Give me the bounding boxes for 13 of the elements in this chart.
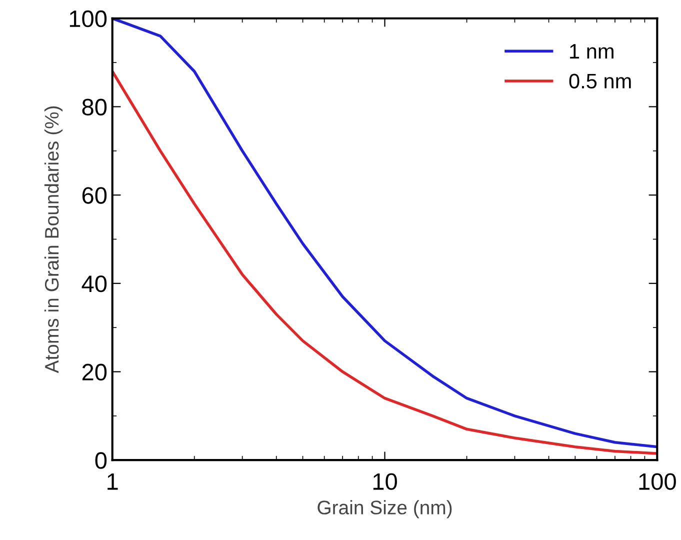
y-tick-label: 60 xyxy=(82,187,107,204)
y-tick-label: 0 xyxy=(95,452,107,469)
x-tick-label: 10 xyxy=(373,473,397,490)
y-tick-label: 80 xyxy=(82,98,107,116)
x-axis-title: Grain Size (nm) xyxy=(318,500,452,518)
x-tick-label: 1 xyxy=(108,473,118,490)
y-tick-label: 20 xyxy=(82,364,107,381)
x-tick-label: 100 xyxy=(639,473,676,490)
y-axis-title: Atoms in Grain Boundaries (%) xyxy=(44,106,63,374)
legend-label: 1 nm xyxy=(570,44,614,58)
y-tick-label: 40 xyxy=(82,275,107,292)
legend-label: 0.5 nm xyxy=(569,74,631,88)
y-tick-label: 100 xyxy=(70,10,107,28)
